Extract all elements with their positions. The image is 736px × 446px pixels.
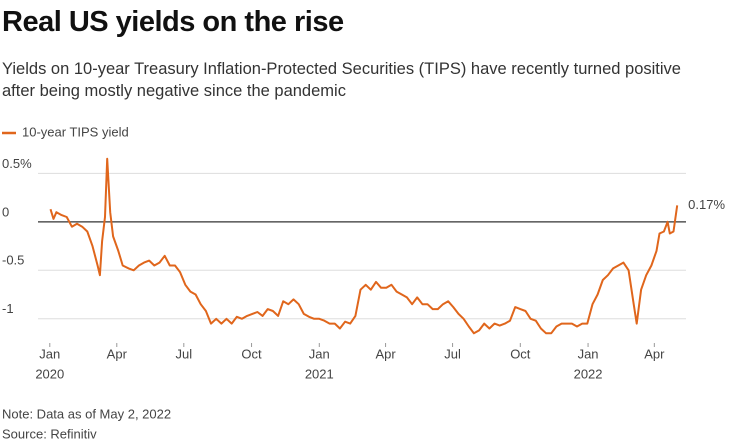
x-year-label: 2022 [574, 366, 603, 381]
x-tick-label: Jul [444, 346, 461, 361]
y-tick-label: 0.5% [2, 156, 32, 171]
x-tick-label: Oct [241, 346, 262, 361]
x-year-label: 2021 [305, 366, 334, 381]
x-tick-label: Jan [39, 346, 60, 361]
x-tick-label: Jan [309, 346, 330, 361]
x-tick-label: Apr [644, 346, 665, 361]
chart-title: Real US yields on the rise [2, 6, 344, 38]
x-year-label: 2020 [35, 366, 64, 381]
note: Note: Data as of May 2, 2022 [2, 406, 171, 421]
note: Source: Refinitiv [2, 426, 97, 441]
chart-subtitle: Yields on 10-year Treasury Inflation-Pro… [2, 60, 681, 100]
x-tick-label: Oct [510, 346, 531, 361]
x-tick-label: Jan [578, 346, 599, 361]
y-tick-label: -0.5 [2, 253, 24, 268]
annotation: 0.17% [688, 197, 725, 212]
x-tick-label: Apr [375, 346, 396, 361]
x-tick-label: Apr [107, 346, 128, 361]
y-tick-label: -1 [2, 301, 14, 316]
legend-label: 10-year TIPS yield [22, 124, 129, 139]
x-tick-label: Jul [175, 346, 192, 361]
line-series [49, 157, 679, 335]
y-tick-label: 0 [2, 204, 9, 219]
